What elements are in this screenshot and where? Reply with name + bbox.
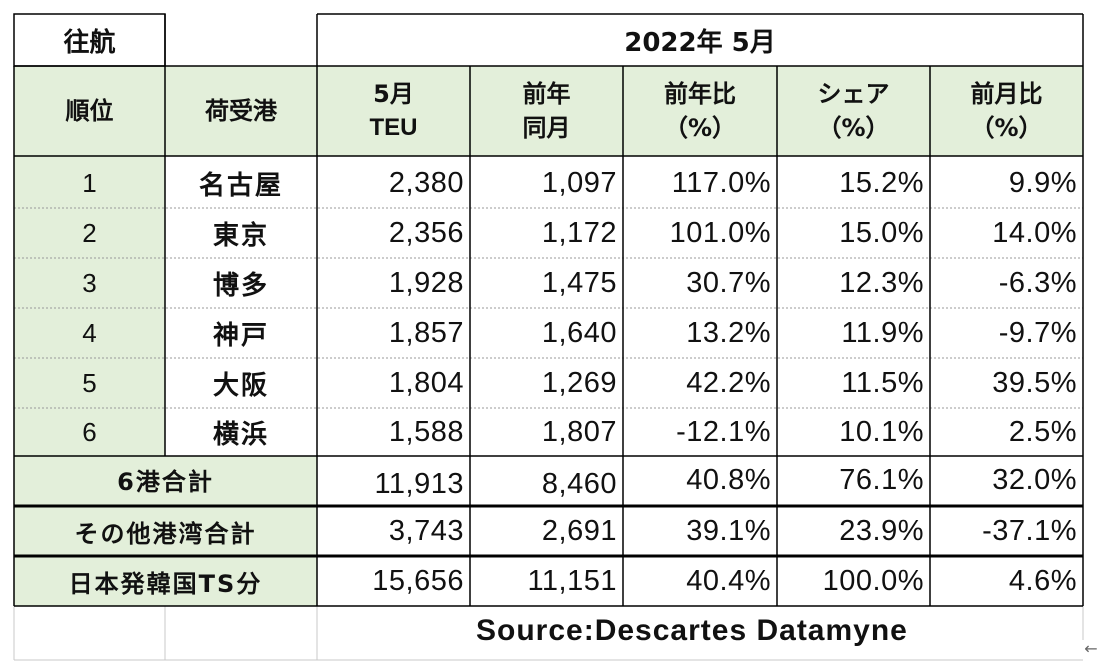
teu-cell: 11,913	[374, 467, 464, 500]
share-cell: 23.9%	[839, 514, 924, 547]
port-cell: 神戸	[212, 320, 269, 351]
mom-cell: 14.0%	[992, 216, 1077, 249]
teu-cell: 2,356	[388, 216, 464, 249]
mom-cell: 39.5%	[992, 366, 1077, 399]
yoy-cell: 30.7%	[686, 266, 771, 299]
column-header-share-line1: シェア	[817, 80, 890, 108]
mom-cell: -6.3%	[998, 266, 1077, 299]
prev-year-cell: 1,807	[541, 415, 617, 448]
share-cell: 15.0%	[839, 216, 924, 249]
teu-cell: 1,857	[388, 316, 464, 349]
prev-year-cell: 1,097	[541, 166, 617, 199]
rank-cell: 1	[82, 167, 97, 198]
share-cell: 10.1%	[839, 415, 924, 448]
port-cell: 大阪	[212, 370, 269, 401]
direction-label: 往航	[63, 27, 116, 58]
rank-cell: 3	[82, 267, 97, 298]
column-header-port: 荷受港	[165, 66, 317, 156]
total-row-label: その他港湾合計	[74, 519, 257, 548]
yoy-cell: 13.2%	[686, 316, 771, 349]
mom-cell: 9.9%	[1008, 166, 1077, 199]
share-cell: 76.1%	[839, 463, 924, 496]
column-header-yoy-line1: 前年比	[664, 80, 736, 108]
column-header-teu-line1: 5月	[373, 80, 414, 108]
mom-cell: -9.7%	[998, 316, 1077, 349]
teu-cell: 1,928	[388, 266, 464, 299]
mom-cell: 4.6%	[1008, 564, 1077, 597]
mom-cell: 32.0%	[992, 463, 1077, 496]
yoy-cell: 101.0%	[669, 216, 771, 249]
yoy-cell: 42.2%	[686, 366, 771, 399]
total-label-fill	[14, 456, 317, 606]
header-fill	[14, 66, 1083, 156]
column-header-rank-text: 順位	[65, 97, 114, 125]
yoy-cell: 40.8%	[686, 463, 771, 496]
rank-cell: 6	[82, 416, 97, 447]
column-header-prev-year: 前年 同月	[470, 66, 623, 156]
prev-year-cell: 8,460	[541, 467, 617, 500]
prev-year-cell: 1,269	[541, 366, 617, 399]
yoy-cell: 117.0%	[671, 166, 771, 199]
share-cell: 15.2%	[839, 166, 924, 199]
share-cell: 100.0%	[822, 564, 924, 597]
prev-year-cell: 1,640	[541, 316, 617, 349]
teu-cell: 1,804	[388, 366, 464, 399]
teu-cell: 1,588	[388, 415, 464, 448]
column-header-rank: 順位	[14, 66, 165, 156]
column-header-yoy: 前年比 （%）	[623, 66, 777, 156]
total-row-label: 6港合計	[117, 467, 214, 496]
port-cell: 博多	[212, 270, 269, 301]
share-cell: 11.5%	[841, 366, 924, 399]
prev-year-cell: 2,691	[541, 514, 617, 547]
total-row-label: 日本発韓国TS分	[68, 569, 263, 598]
source-note: Source:Descartes Datamyne	[476, 614, 908, 647]
port-cell: 東京	[212, 220, 269, 251]
period-title: 2022年 5月	[624, 27, 776, 58]
mom-cell: -37.1%	[982, 514, 1077, 547]
column-header-yoy-line2: （%）	[663, 114, 737, 142]
rank-column-fill	[14, 156, 165, 456]
column-header-port-text: 荷受港	[205, 97, 277, 125]
port-cell: 名古屋	[198, 170, 283, 201]
column-header-share: シェア （%）	[777, 66, 930, 156]
rank-cell: 2	[82, 217, 97, 248]
column-header-mom-line1: 前月比	[970, 80, 1043, 108]
column-header-mom: 前月比 （%）	[930, 66, 1083, 156]
teu-cell: 3,743	[388, 514, 464, 547]
mom-cell: 2.5%	[1008, 415, 1077, 448]
rank-cell: 5	[82, 367, 97, 398]
column-header-share-line2: （%）	[817, 114, 890, 142]
port-cell: 横浜	[212, 419, 269, 450]
rank-cell: 4	[82, 317, 97, 348]
prev-year-cell: 1,475	[541, 266, 617, 299]
column-header-teu-line2: TEU	[369, 114, 418, 141]
share-cell: 12.3%	[839, 266, 924, 299]
column-header-prev-line1: 前年	[522, 80, 571, 108]
prev-year-cell: 11,151	[527, 564, 617, 597]
teu-cell: 2,380	[388, 166, 464, 199]
column-header-mom-line2: （%）	[970, 114, 1043, 142]
yoy-cell: -12.1%	[676, 415, 771, 448]
yoy-cell: 39.1%	[686, 514, 771, 547]
teu-cell: 15,656	[372, 564, 464, 597]
column-header-prev-line2: 同月	[522, 114, 571, 142]
scroll-left-arrow-icon[interactable]: ←	[1084, 638, 1098, 658]
column-header-teu: 5月 TEU	[317, 66, 470, 156]
yoy-cell: 40.4%	[686, 564, 771, 597]
share-cell: 11.9%	[841, 316, 924, 349]
prev-year-cell: 1,172	[541, 216, 617, 249]
